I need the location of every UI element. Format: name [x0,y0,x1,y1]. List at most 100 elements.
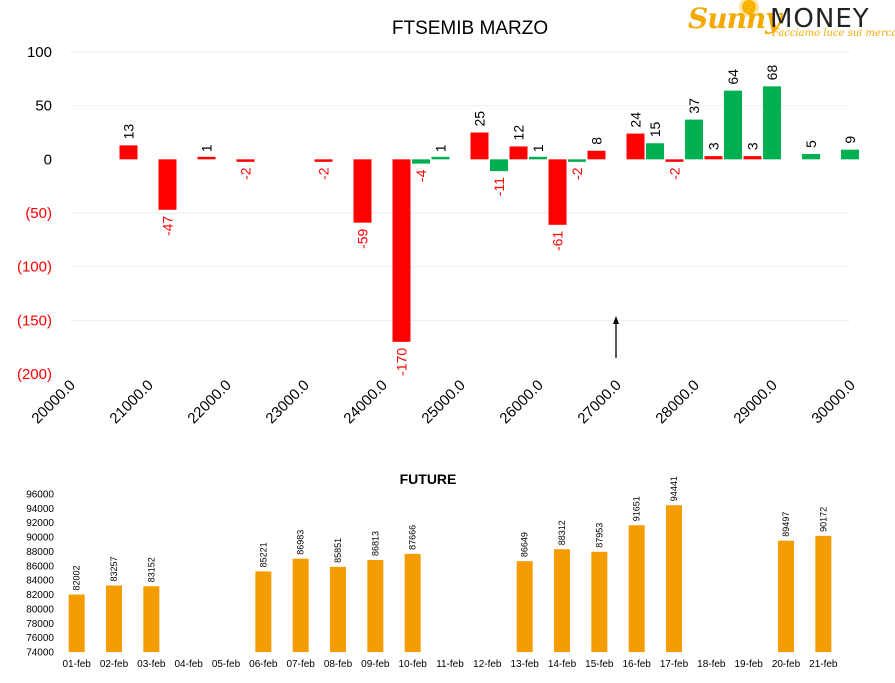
chart2-bar [330,566,346,652]
chart2-xtick-label: 21-feb [809,659,838,670]
chart1-xtick-label: 25000.0 [418,377,468,427]
chart1-bar [509,146,528,160]
chart1-xtick-label: 21000.0 [106,377,156,427]
chart1-data-label: 8 [589,137,605,145]
chart2-xtick-label: 18-feb [697,659,726,670]
chart1-xtick-label: 29000.0 [730,377,780,427]
chart1-ytick-label: 0 [44,151,52,168]
chart1-data-label: 9 [842,136,858,144]
chart2-xtick-label: 02-feb [100,659,129,670]
chart2-ytick-label: 76000 [26,633,54,644]
chart2-ytick-label: 94000 [26,504,54,515]
chart2-xtick-label: 03-feb [137,659,166,670]
chart2-data-label: 86813 [370,531,380,556]
chart2-bar [628,525,645,652]
chart2-xtick-label: 09-feb [361,659,390,670]
chart1-ytick-label: (200) [17,366,52,383]
chart1-data-label: 13 [121,124,137,140]
chart1-bar [587,150,606,160]
chart2-ytick-label: 82000 [26,590,54,601]
chart1-bar [665,159,684,162]
chart1-data-label: -2 [569,167,585,180]
chart2-ytick-label: 96000 [26,490,54,501]
chart2-bar [367,559,384,652]
chart2-xtick-label: 13-feb [510,659,539,670]
chart2-xtick-label: 15-feb [585,659,614,670]
chart2-xtick-label: 07-feb [286,659,315,670]
chart1-data-label: -170 [394,348,410,376]
chart1-bar [626,133,645,160]
chart1-bar [197,156,216,160]
chart1-ytick-label: 50 [35,98,52,115]
chart1-data-label: 37 [686,98,702,114]
chart1-bar [724,90,742,160]
chart1-bar [646,143,664,160]
strike-arrow-head [613,316,619,324]
chart2-xtick-label: 20-feb [772,659,801,670]
chart1-data-label: 68 [764,65,780,81]
chart2-title: FUTURE [400,471,457,487]
chart2-ytick-label: 92000 [26,518,54,529]
chart1-data-label: 3 [706,142,722,150]
chart2-data-label: 85221 [258,542,268,567]
chart1-bar [412,159,430,164]
chart1-xtick-label: 20000.0 [28,377,78,427]
chart2-xtick-label: 19-feb [734,659,763,670]
chart1-data-label: -2 [316,167,332,180]
chart1-xtick-label: 30000.0 [808,377,858,427]
chart1-data-label: -11 [491,177,507,196]
chart1-data-label: 15 [647,121,663,137]
chart1-bar [158,159,177,210]
chart1-bar [802,153,820,160]
chart1-bar [431,156,450,160]
chart1-data-label: 5 [803,140,819,148]
chart2-data-label: 83257 [109,556,119,581]
chart2-bar [666,505,682,652]
chart1-data-label: 64 [725,69,741,85]
chart1-data-label: 1 [530,144,546,152]
chart2-data-label: 87666 [408,525,418,550]
chart1-data-label: 1 [199,144,215,152]
chart1-xtick-label: 24000.0 [340,377,390,427]
chart1-data-label: 25 [472,111,488,127]
chart1-bar [314,159,333,162]
chart1-xtick-label: 27000.0 [574,377,624,427]
chart2-data-label: 85851 [333,538,343,563]
chart2-bar [554,549,570,652]
chart1-bar [470,132,489,160]
chart2-ytick-label: 88000 [26,547,54,558]
chart1-bar [548,159,567,225]
sunny-money-logo: Sunny MONEY Facciamo luce sui mercati [688,0,895,42]
chart2-bar [143,586,160,652]
chart2-ytick-label: 80000 [26,604,54,615]
chart2-xtick-label: 10-feb [398,659,427,670]
chart1-ytick-label: (100) [17,259,52,276]
chart2-data-label: 87953 [594,523,604,548]
sun-icon [742,0,756,14]
chart2-xtick-label: 04-feb [174,659,203,670]
chart2-ytick-label: 90000 [26,533,54,544]
chart1-bar [392,159,411,342]
logo-tagline: Facciamo luce sui mercati [772,28,895,39]
chart1-data-label: -4 [413,169,429,182]
chart1-bar [568,159,586,162]
chart2-xtick-label: 14-feb [548,659,577,670]
chart2-xtick-label: 06-feb [249,659,278,670]
chart1-data-label: -2 [238,167,254,180]
chart2-data-label: 83152 [146,557,156,582]
chart2-data-label: 86649 [520,532,530,557]
chart2-data-label: 88312 [557,520,567,545]
chart2-bar [68,594,85,652]
chart1-bar [529,156,547,160]
chart2-ytick-label: 86000 [26,561,54,572]
chart1-ytick-label: 100 [27,44,52,61]
chart1-data-label: 1 [433,144,449,152]
chart1-bar [685,119,703,160]
chart2-data-label: 94441 [669,476,679,501]
chart2-ytick-label: 78000 [26,619,54,630]
chart1-title: FTSEMIB MARZO [392,18,548,39]
chart1-data-label: -2 [667,167,683,180]
chart2-xtick-label: 17-feb [660,659,689,670]
chart1-bar [119,145,138,160]
